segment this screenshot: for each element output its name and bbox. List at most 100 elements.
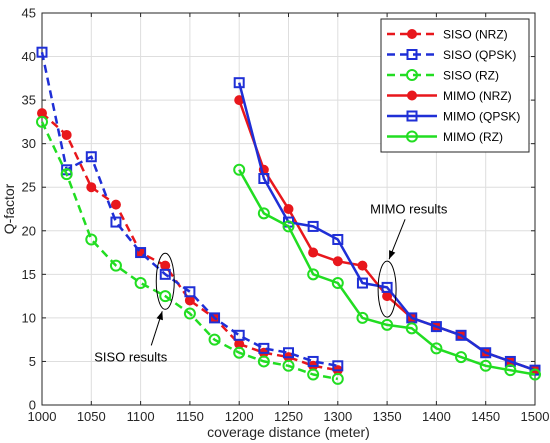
series-line bbox=[238, 169, 536, 376]
data-point bbox=[233, 77, 245, 89]
data-point bbox=[86, 182, 97, 193]
annotation-label: MIMO results bbox=[370, 201, 448, 216]
y-tick-label: 30 bbox=[22, 136, 36, 151]
data-point bbox=[183, 307, 196, 320]
y-tick-label: 15 bbox=[22, 267, 36, 282]
y-tick-label: 5 bbox=[29, 354, 36, 369]
annotation-ellipse bbox=[155, 252, 175, 310]
data-point bbox=[110, 216, 122, 228]
data-point bbox=[233, 346, 246, 359]
data-point bbox=[332, 360, 344, 372]
data-point bbox=[504, 364, 517, 377]
data-point bbox=[61, 129, 72, 140]
data-point bbox=[233, 329, 245, 341]
data-point bbox=[209, 312, 221, 324]
data-point bbox=[455, 351, 468, 364]
data-point bbox=[332, 256, 343, 267]
data-point bbox=[258, 173, 270, 185]
data-point bbox=[331, 372, 344, 385]
data-point bbox=[381, 318, 394, 331]
data-point bbox=[257, 355, 270, 368]
legend-label: SISO (NRZ) bbox=[443, 28, 508, 42]
data-point bbox=[282, 359, 295, 372]
legend-label: SISO (QPSK) bbox=[443, 48, 516, 62]
data-point bbox=[405, 322, 418, 335]
series-line bbox=[40, 121, 339, 381]
data-point bbox=[110, 199, 121, 210]
data-point bbox=[184, 286, 196, 298]
data-point bbox=[529, 368, 541, 381]
data-point bbox=[332, 233, 344, 245]
legend-marker bbox=[407, 29, 417, 39]
data-point bbox=[529, 364, 541, 376]
legend-marker bbox=[406, 110, 418, 122]
data-point bbox=[85, 151, 97, 163]
x-tick-label: 1200 bbox=[225, 409, 254, 424]
y-tick-label: 40 bbox=[22, 49, 36, 64]
data-point bbox=[455, 329, 467, 341]
series-5 bbox=[233, 163, 541, 381]
y-tick-label: 45 bbox=[22, 6, 36, 21]
data-point bbox=[184, 295, 195, 306]
y-tick-label: 20 bbox=[22, 223, 36, 238]
data-point bbox=[283, 347, 294, 359]
data-point bbox=[430, 342, 443, 355]
data-point bbox=[307, 268, 320, 281]
legend-box bbox=[380, 18, 530, 153]
data-point bbox=[36, 115, 48, 128]
series-line bbox=[40, 51, 339, 368]
legend-label: MIMO (RZ) bbox=[443, 130, 503, 144]
data-point bbox=[283, 204, 294, 214]
data-point bbox=[356, 277, 368, 289]
axes: 1000 1050 1100 1150 1200 1250 1300 1350 1400 1450… bbox=[22, 6, 550, 425]
x-tick-label: 1400 bbox=[422, 409, 451, 424]
annotation-ellipse bbox=[377, 260, 397, 318]
data-point bbox=[307, 368, 320, 381]
x-tick-label: 1050 bbox=[77, 409, 106, 424]
legend-marker bbox=[406, 49, 418, 60]
y-tick-label: 25 bbox=[22, 180, 36, 195]
x-tick-label: 1300 bbox=[323, 409, 352, 424]
data-point bbox=[357, 260, 368, 271]
y-tick-label: 10 bbox=[22, 310, 36, 325]
data-point bbox=[134, 277, 147, 290]
data-point bbox=[480, 347, 492, 359]
legend-label: MIMO (NRZ) bbox=[443, 89, 512, 103]
x-tick-label: 1100 bbox=[127, 409, 155, 424]
x-axis-label: coverage distance (meter) bbox=[207, 424, 370, 440]
y-axis-label: Q-factor bbox=[1, 183, 17, 234]
data-point bbox=[233, 163, 246, 176]
annotation-arrowhead bbox=[156, 311, 163, 321]
data-point bbox=[308, 247, 319, 258]
series-group bbox=[36, 46, 541, 385]
data-point bbox=[135, 247, 147, 259]
x-tick-label: 1000 bbox=[28, 409, 57, 424]
data-point bbox=[208, 333, 221, 346]
series-1 bbox=[36, 46, 344, 372]
data-point bbox=[307, 220, 319, 232]
data-point bbox=[331, 277, 344, 290]
data-point bbox=[479, 359, 492, 372]
series-2 bbox=[36, 115, 344, 385]
data-point bbox=[60, 168, 73, 181]
data-point bbox=[109, 259, 122, 272]
data-point bbox=[36, 46, 48, 58]
legend-label: SISO (RZ) bbox=[443, 69, 499, 83]
annotation-label: SISO results bbox=[94, 349, 167, 364]
y-tick-label: 35 bbox=[22, 93, 36, 108]
legend-marker bbox=[406, 69, 418, 81]
legend-marker bbox=[406, 130, 418, 143]
data-point bbox=[430, 321, 442, 333]
data-point bbox=[356, 311, 369, 324]
legend-marker bbox=[407, 90, 417, 101]
legend: SISO (NRZ) SISO (QPSK) SISO (RZ) MIMO (NRZ)… bbox=[380, 18, 530, 153]
x-tick-label: 1450 bbox=[471, 409, 500, 424]
y-tick-label: 0 bbox=[29, 398, 36, 413]
data-point bbox=[381, 281, 393, 293]
x-tick-label: 1250 bbox=[274, 409, 303, 424]
data-point bbox=[159, 290, 172, 303]
data-point bbox=[160, 260, 171, 271]
legend-label: MIMO (QPSK) bbox=[443, 110, 520, 124]
